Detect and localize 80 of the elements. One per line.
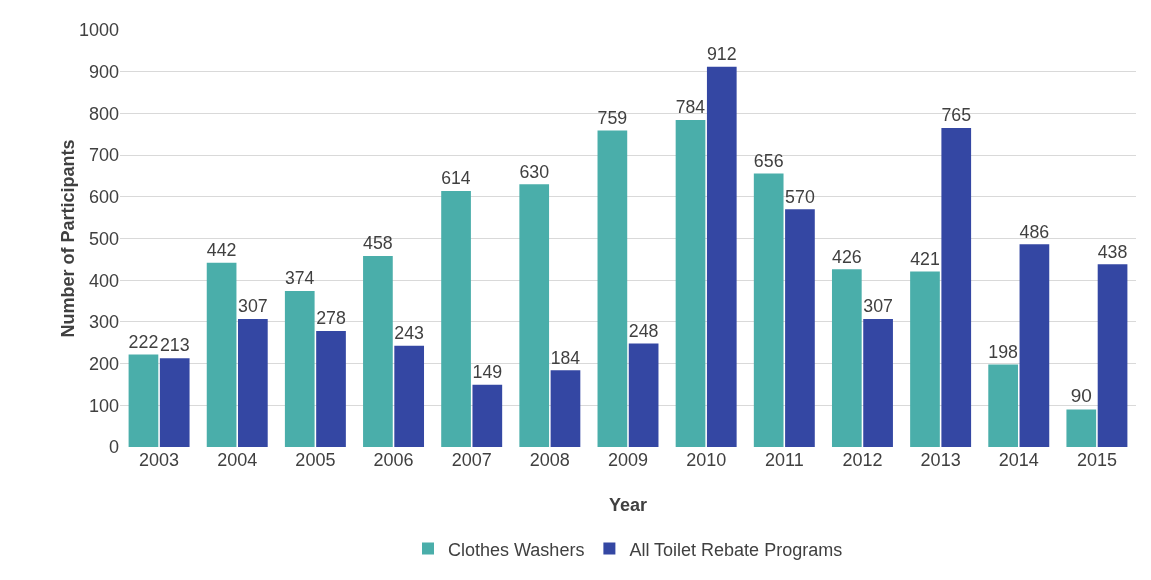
bar [785, 209, 815, 447]
bar [206, 262, 237, 447]
bar [1019, 244, 1050, 447]
bar [550, 370, 581, 447]
data-label: 374 [284, 268, 315, 289]
data-label: 426 [831, 246, 862, 267]
y-tick-label: 700 [88, 145, 119, 166]
y-tick-label: 900 [88, 62, 119, 82]
data-label: 784 [675, 97, 706, 118]
bar [1097, 264, 1128, 447]
data-label: 458 [363, 233, 393, 254]
y-tick-label: 0 [108, 437, 119, 458]
y-tick-label: 300 [88, 312, 119, 333]
data-label: 759 [597, 107, 628, 128]
data-label: 198 [988, 341, 1019, 362]
data-label: 222 [128, 331, 159, 352]
data-label: 570 [785, 186, 815, 207]
bar [628, 343, 659, 447]
data-label: 278 [316, 308, 346, 329]
data-label: 765 [941, 105, 972, 126]
legend-label: All Toilet Rebate Programs [629, 539, 843, 560]
data-label: 307 [863, 296, 893, 317]
bar [706, 66, 737, 447]
data-label: 184 [550, 347, 581, 368]
y-tick-label: 600 [88, 187, 119, 208]
data-label: 442 [206, 239, 237, 260]
bar [519, 184, 550, 447]
bar [1066, 409, 1097, 447]
data-label: 213 [159, 335, 190, 356]
x-tick-label: 2008 [529, 450, 570, 470]
bar [675, 120, 706, 447]
x-tick-label: 2015 [1076, 450, 1117, 470]
x-tick-label: 2009 [607, 450, 649, 470]
data-label: 912 [706, 43, 737, 64]
data-label: 149 [472, 362, 503, 383]
bar [284, 291, 315, 447]
x-tick-label: 2005 [295, 450, 336, 470]
data-label: 438 [1097, 241, 1128, 262]
bar [597, 130, 628, 447]
y-tick-label: 500 [88, 228, 119, 249]
x-tick-label: 2010 [686, 450, 727, 470]
bar [159, 358, 190, 447]
data-label: 248 [628, 320, 659, 341]
x-axis-title: Year [608, 495, 648, 515]
bar [394, 345, 425, 447]
y-tick-label: 1000 [78, 20, 119, 41]
bar [472, 384, 503, 447]
x-tick-label: 2013 [920, 450, 961, 470]
x-tick-label: 2011 [764, 450, 804, 470]
y-axis-title: Number of Participants [58, 139, 78, 338]
x-tick-label: 2014 [998, 450, 1039, 470]
bar [910, 271, 940, 447]
legend-label: Clothes Washers [448, 539, 585, 560]
x-tick-label: 2012 [842, 450, 883, 470]
x-tick-label: 2004 [217, 450, 258, 470]
bar [863, 318, 893, 447]
data-label: 630 [519, 161, 550, 182]
y-tick-label: 400 [88, 270, 119, 291]
bar [238, 318, 268, 447]
bar [363, 256, 393, 447]
bar [753, 173, 784, 447]
data-label: 243 [394, 322, 425, 343]
data-label: 486 [1019, 221, 1050, 242]
y-tick-label: 100 [88, 395, 119, 416]
data-label: 656 [753, 150, 784, 171]
bar [128, 354, 159, 447]
x-tick-label: 2006 [373, 450, 414, 470]
data-label: 307 [238, 296, 268, 317]
bar [831, 269, 862, 447]
data-label: 614 [441, 168, 471, 189]
x-tick-label: 2003 [139, 450, 180, 470]
x-tick-label: 2007 [451, 450, 492, 470]
y-tick-label: 200 [88, 353, 119, 374]
bar [316, 331, 346, 447]
bar [941, 128, 972, 447]
data-label: 421 [910, 248, 940, 269]
y-tick-label: 800 [88, 103, 119, 124]
bar [988, 364, 1018, 447]
data-label: 90 [1070, 385, 1092, 407]
bar [441, 190, 471, 447]
